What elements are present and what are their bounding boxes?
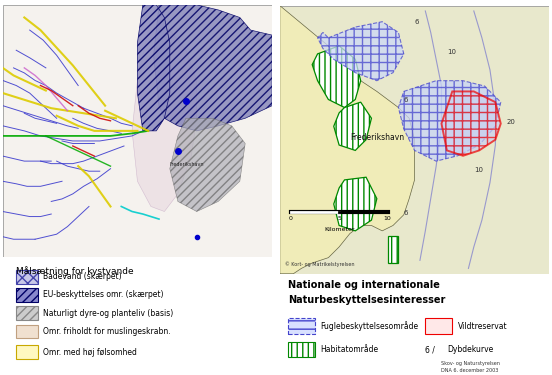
Text: Habitatområde: Habitatområde bbox=[320, 345, 378, 354]
Bar bbox=[426, 318, 452, 334]
Bar bbox=[288, 342, 315, 357]
Text: Fuglebeskyttelsesområde: Fuglebeskyttelsesområde bbox=[320, 321, 418, 331]
Text: Frederikshavn: Frederikshavn bbox=[170, 162, 204, 167]
Text: Frederikshavn: Frederikshavn bbox=[350, 133, 404, 142]
Text: Målsætning for kystvande: Målsætning for kystvande bbox=[16, 266, 134, 276]
Text: 10: 10 bbox=[474, 167, 483, 173]
Text: 6 /: 6 / bbox=[426, 345, 435, 354]
Polygon shape bbox=[334, 102, 371, 150]
Text: 10: 10 bbox=[384, 216, 391, 221]
Text: Naturligt dyre-og planteliv (basis): Naturligt dyre-og planteliv (basis) bbox=[43, 309, 173, 318]
Text: Skov- og Naturstyrelsen
DNA 6. december 2003: Skov- og Naturstyrelsen DNA 6. december … bbox=[442, 362, 500, 373]
Text: 5: 5 bbox=[337, 216, 341, 221]
Bar bbox=[16, 306, 38, 320]
Text: © Kort- og Matrikelstyrelsen: © Kort- og Matrikelstyrelsen bbox=[285, 261, 355, 267]
Text: Dybdekurve: Dybdekurve bbox=[447, 345, 493, 354]
Bar bbox=[16, 325, 38, 338]
Text: Omr. friholdt for muslingeskrabn.: Omr. friholdt for muslingeskrabn. bbox=[43, 327, 171, 336]
Text: 6: 6 bbox=[404, 97, 408, 103]
Text: EU-beskyttelses omr. (skærpet): EU-beskyttelses omr. (skærpet) bbox=[43, 290, 163, 299]
Polygon shape bbox=[317, 22, 404, 81]
Text: 10: 10 bbox=[447, 49, 456, 55]
Text: Naturbeskyttelsesinteresser: Naturbeskyttelsesinteresser bbox=[288, 295, 445, 305]
Polygon shape bbox=[132, 18, 197, 211]
Text: Omr. med høj følsomhed: Omr. med høj følsomhed bbox=[43, 348, 137, 357]
Polygon shape bbox=[399, 81, 501, 161]
Polygon shape bbox=[280, 6, 415, 274]
Bar bbox=[288, 318, 315, 334]
Bar bbox=[388, 236, 399, 263]
Bar bbox=[16, 270, 38, 284]
Polygon shape bbox=[137, 5, 170, 131]
Text: 0: 0 bbox=[289, 216, 293, 221]
Text: Kilometer: Kilometer bbox=[324, 227, 354, 232]
Text: 6: 6 bbox=[415, 20, 419, 26]
Bar bbox=[16, 288, 38, 302]
Polygon shape bbox=[312, 46, 360, 108]
Text: 6: 6 bbox=[404, 210, 408, 216]
Bar bbox=[16, 345, 38, 359]
Polygon shape bbox=[442, 92, 501, 156]
Text: Badevand (skærpet): Badevand (skærpet) bbox=[43, 272, 122, 281]
Text: 20: 20 bbox=[506, 118, 515, 124]
Text: Vildtreservat: Vildtreservat bbox=[458, 322, 507, 331]
Polygon shape bbox=[153, 5, 272, 131]
Polygon shape bbox=[334, 177, 377, 231]
Text: Nationale og internationale: Nationale og internationale bbox=[288, 280, 440, 290]
Polygon shape bbox=[170, 118, 245, 212]
